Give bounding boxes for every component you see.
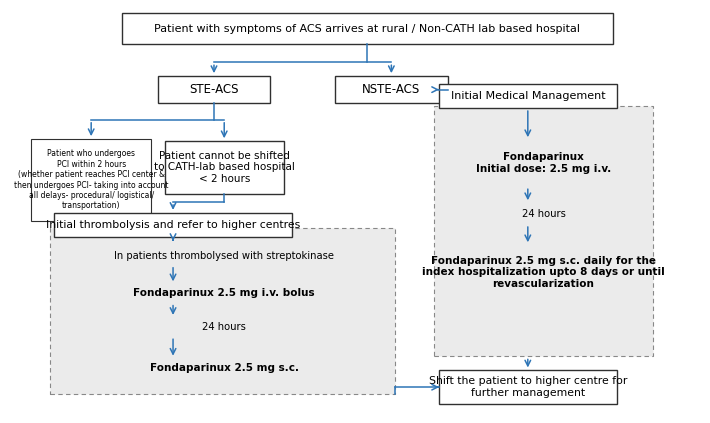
- FancyBboxPatch shape: [31, 139, 151, 221]
- FancyBboxPatch shape: [439, 84, 616, 108]
- Text: NSTE-ACS: NSTE-ACS: [362, 83, 420, 96]
- Text: Initial Medical Management: Initial Medical Management: [451, 91, 605, 101]
- FancyBboxPatch shape: [439, 371, 616, 404]
- Text: Fondaparinux 2.5 mg s.c. daily for the
index hospitalization upto 8 days or unti: Fondaparinux 2.5 mg s.c. daily for the i…: [422, 256, 665, 289]
- Text: Fondaparinux
Initial dose: 2.5 mg i.v.: Fondaparinux Initial dose: 2.5 mg i.v.: [476, 152, 611, 174]
- FancyBboxPatch shape: [435, 107, 652, 357]
- Text: Shift the patient to higher centre for
further management: Shift the patient to higher centre for f…: [429, 376, 627, 398]
- FancyBboxPatch shape: [122, 13, 613, 44]
- Text: Patient who undergoes
PCI within 2 hours
(whether patient reaches PCI center &
t: Patient who undergoes PCI within 2 hours…: [14, 149, 168, 211]
- FancyBboxPatch shape: [50, 228, 395, 394]
- Text: Fondaparinux 2.5 mg i.v. bolus: Fondaparinux 2.5 mg i.v. bolus: [133, 288, 315, 299]
- Text: Patient with symptoms of ACS arrives at rural / Non-CATH lab based hospital: Patient with symptoms of ACS arrives at …: [155, 24, 581, 34]
- FancyBboxPatch shape: [158, 76, 271, 103]
- Text: 24 hours: 24 hours: [522, 209, 565, 219]
- Text: 24 hours: 24 hours: [202, 322, 246, 332]
- Text: Patient cannot be shifted
to CATH-lab based hospital
< 2 hours: Patient cannot be shifted to CATH-lab ba…: [154, 151, 295, 184]
- Text: In patients thrombolysed with streptokinase: In patients thrombolysed with streptokin…: [114, 250, 334, 261]
- FancyBboxPatch shape: [335, 76, 447, 103]
- FancyBboxPatch shape: [54, 213, 293, 237]
- FancyBboxPatch shape: [165, 141, 284, 194]
- Text: STE-ACS: STE-ACS: [190, 83, 239, 96]
- Text: Fondaparinux 2.5 mg s.c.: Fondaparinux 2.5 mg s.c.: [150, 363, 299, 373]
- Text: Initial thrombolysis and refer to higher centres: Initial thrombolysis and refer to higher…: [46, 220, 300, 230]
